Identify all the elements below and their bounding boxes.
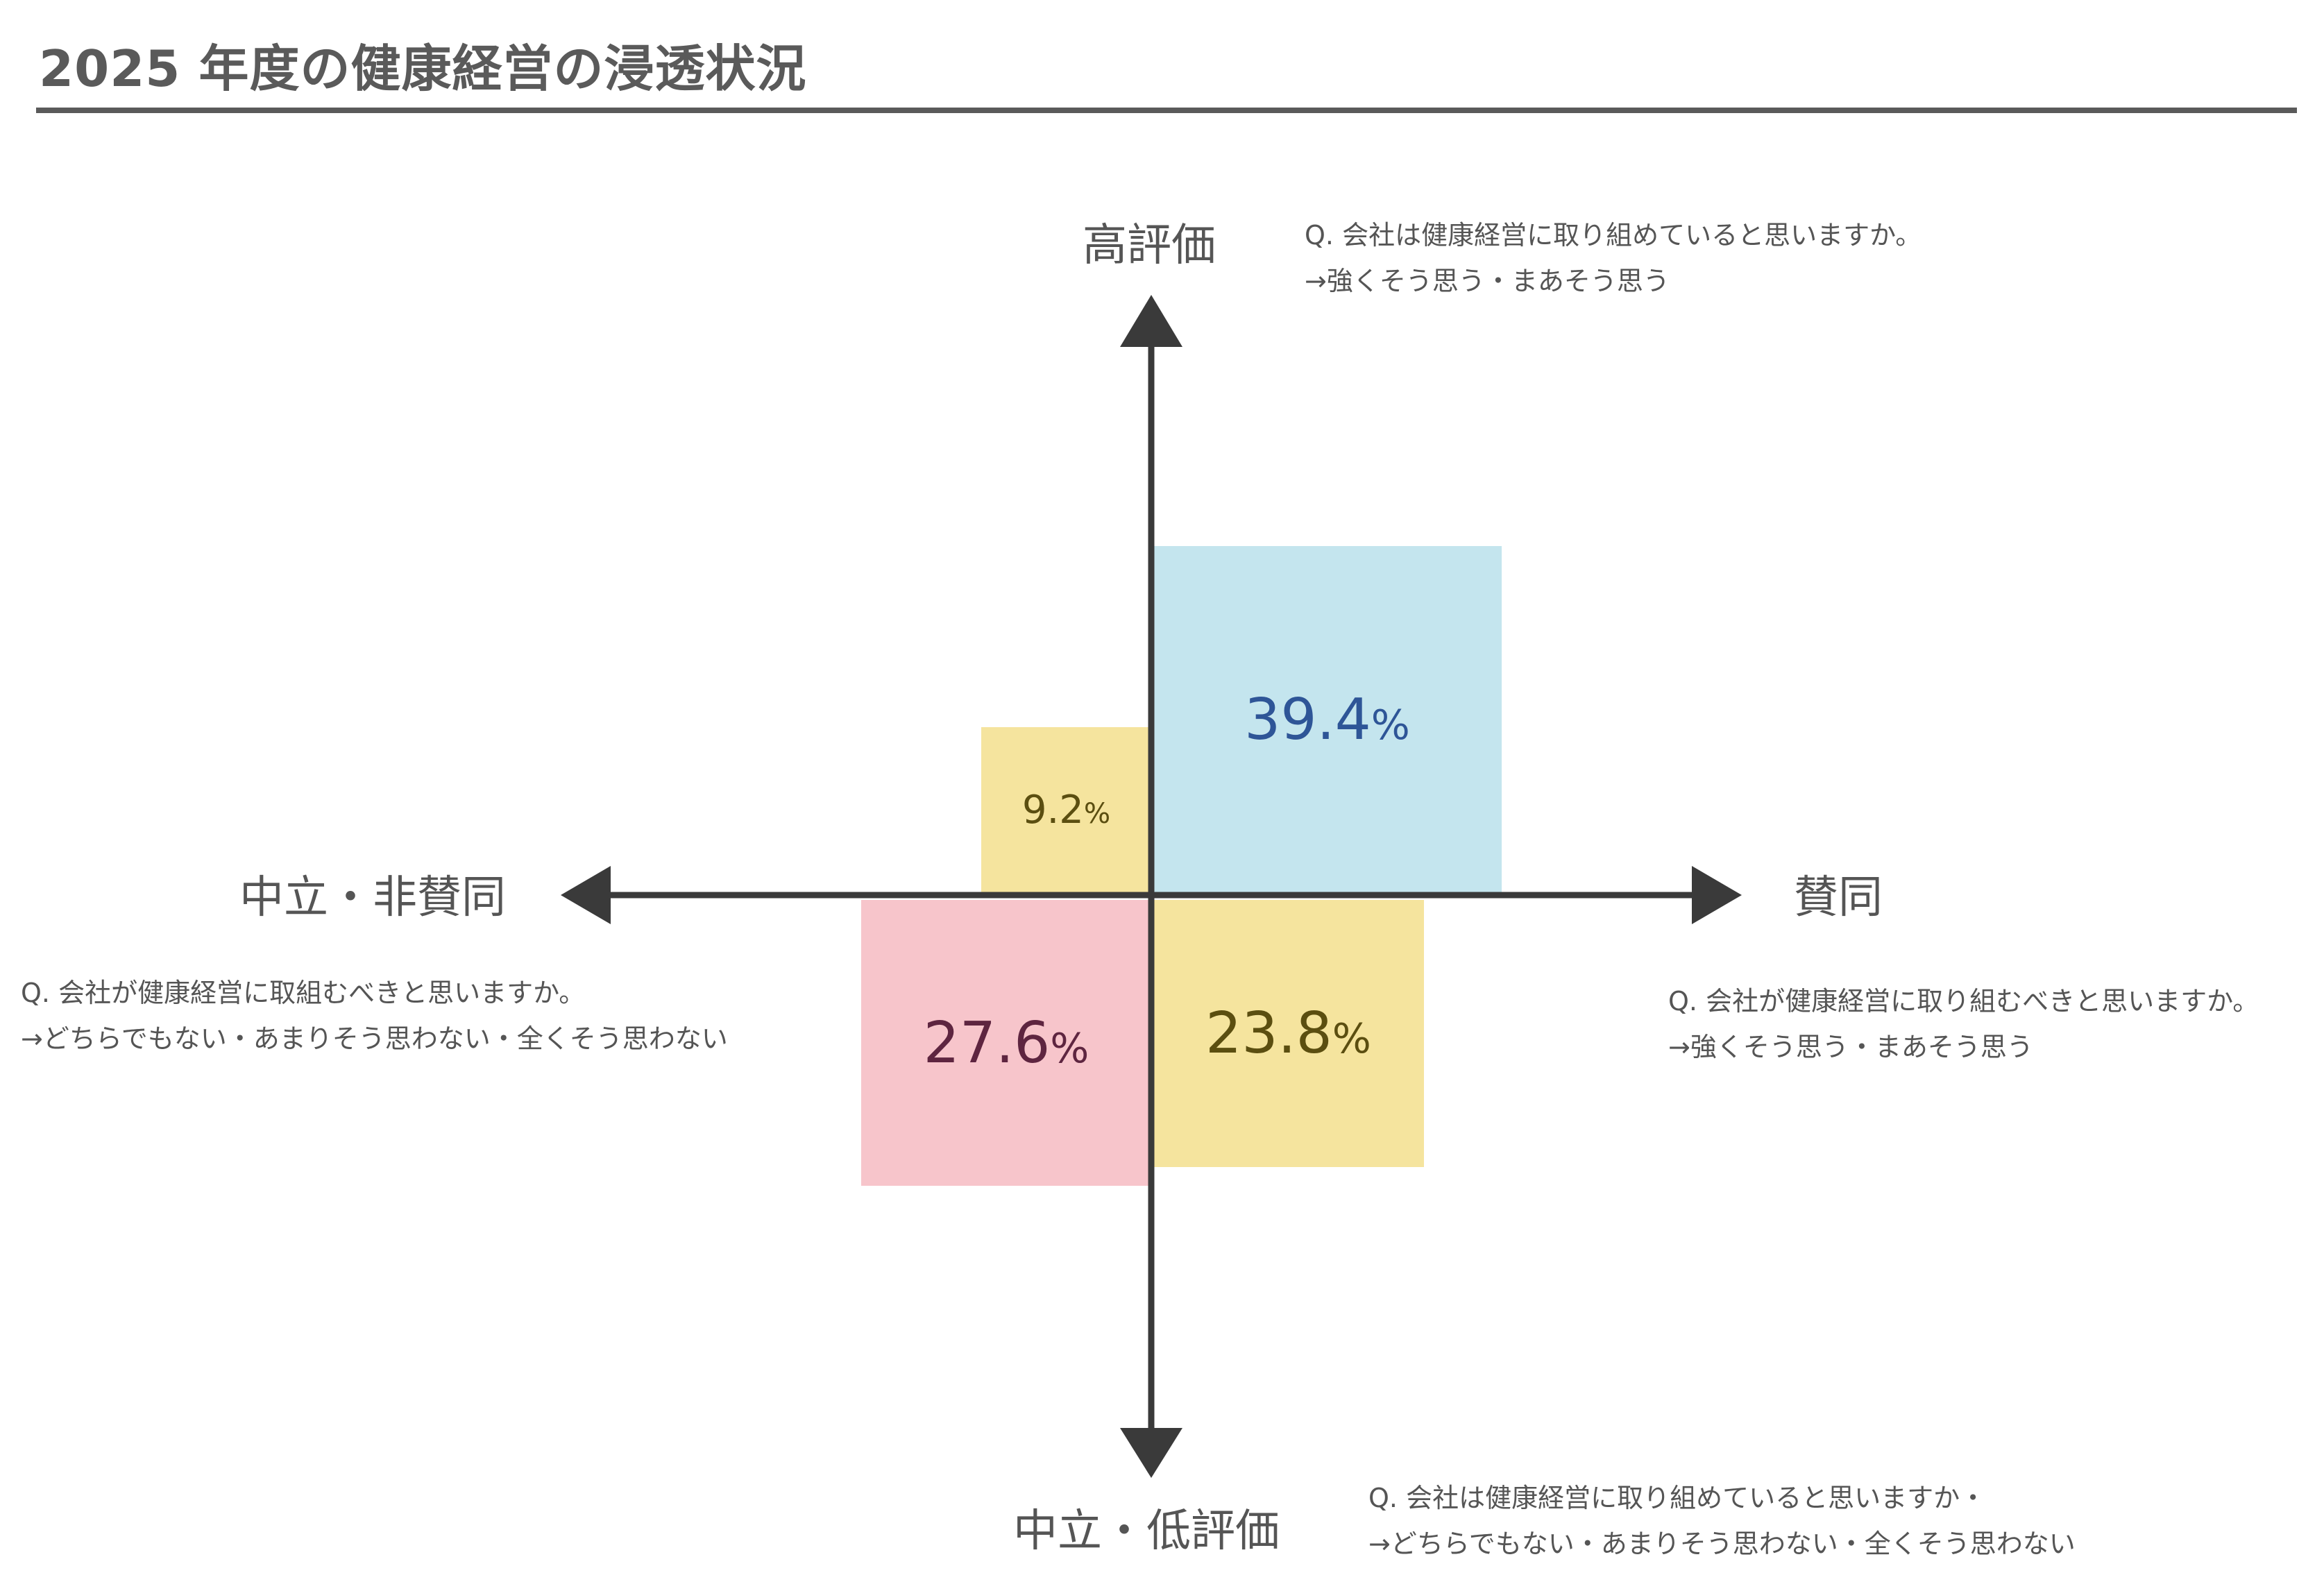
arrow-left-icon [561, 866, 611, 924]
note-question: Q. 会社は健康経営に取り組めていると思いますか。 [1305, 220, 1922, 250]
note-bottom-right: Q. 会社は健康経営に取り組めていると思いますか・ →どちらでもない・あまりそう… [1368, 1475, 2076, 1567]
note-answer: →強くそう思う・まあそう思う [1668, 1032, 2033, 1062]
note-question: Q. 会社が健康経営に取り組むべきと思いますか。 [1668, 986, 2259, 1016]
quadrant-high-agree: 39.4% [1153, 546, 1502, 893]
percent-sign: % [1371, 700, 1410, 749]
axis-label-top: 高評価 [1083, 220, 1216, 271]
quadrant-high-agree-value: 39.4% [1244, 687, 1410, 753]
quadrant-low-agree: 23.8% [1153, 900, 1424, 1167]
value-number: 39.4 [1244, 686, 1371, 753]
note-answer: →どちらでもない・あまりそう思わない・全くそう思わない [1368, 1529, 2076, 1559]
quadrant-high-neutral: 9.2% [981, 727, 1151, 893]
axis-label-bottom: 中立・低評価 [1013, 1506, 1280, 1557]
percent-sign: % [1083, 797, 1111, 830]
arrow-right-icon [1692, 866, 1742, 924]
arrow-down-icon [1120, 1428, 1182, 1478]
note-left: Q. 会社が健康経営に取組むべきと思いますか。 →どちらでもない・あまりそう思わ… [21, 970, 728, 1062]
title-underline [36, 108, 2297, 113]
axis-label-left: 中立・非賛同 [239, 872, 506, 924]
note-top-right: Q. 会社は健康経営に取り組めていると思いますか。 →強くそう思う・まあそう思う [1305, 212, 1922, 304]
note-question: Q. 会社が健康経営に取組むべきと思いますか。 [21, 978, 586, 1008]
page-title: 2025 年度の健康経営の浸透状況 [39, 40, 807, 98]
quadrant-low-neutral: 27.6% [861, 900, 1151, 1186]
note-answer: →どちらでもない・あまりそう思わない・全くそう思わない [21, 1023, 728, 1054]
quadrant-high-neutral-value: 9.2% [1022, 788, 1110, 833]
value-number: 27.6 [923, 1010, 1051, 1076]
axis-label-right: 賛同 [1794, 872, 1883, 924]
value-number: 9.2 [1021, 788, 1084, 833]
note-question: Q. 会社は健康経営に取り組めていると思いますか・ [1368, 1483, 1987, 1513]
value-number: 23.8 [1205, 1001, 1332, 1066]
quadrant-low-neutral-value: 27.6% [924, 1010, 1089, 1076]
arrow-up-icon [1120, 295, 1182, 347]
percent-sign: % [1050, 1023, 1089, 1072]
note-answer: →強くそう思う・まあそう思う [1305, 266, 1670, 296]
note-right: Q. 会社が健康経営に取り組むべきと思いますか。 →強くそう思う・まあそう思う [1668, 978, 2259, 1070]
quadrant-low-agree-value: 23.8% [1205, 1001, 1371, 1066]
percent-sign: % [1332, 1014, 1371, 1062]
